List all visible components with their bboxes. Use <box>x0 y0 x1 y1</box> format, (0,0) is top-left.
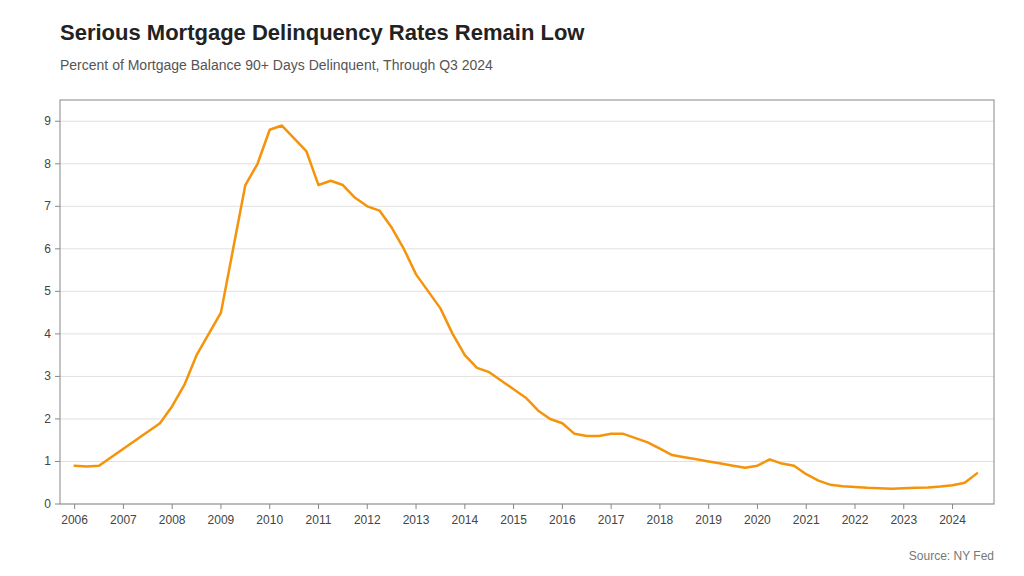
x-tick <box>806 504 807 509</box>
y-tick-label: 4 <box>44 327 51 341</box>
grid-line <box>60 206 994 207</box>
x-tick-label: 2014 <box>451 513 478 527</box>
x-tick-label: 2013 <box>403 513 430 527</box>
x-tick-label: 2006 <box>61 513 88 527</box>
y-tick <box>55 163 60 164</box>
y-tick <box>55 504 60 505</box>
grid-line <box>60 418 994 419</box>
y-tick-label: 7 <box>44 199 51 213</box>
grid-line <box>60 163 994 164</box>
x-tick-label: 2022 <box>842 513 869 527</box>
grid-line <box>60 121 994 122</box>
x-tick-label: 2009 <box>208 513 235 527</box>
y-tick-label: 5 <box>44 284 51 298</box>
title: Serious Mortgage Delinquency Rates Remai… <box>60 20 585 45</box>
x-tick <box>854 504 855 509</box>
x-tick <box>74 504 75 509</box>
x-tick <box>562 504 563 509</box>
x-tick <box>708 504 709 509</box>
x-tick <box>513 504 514 509</box>
x-tick <box>318 504 319 509</box>
x-tick-label: 2019 <box>695 513 722 527</box>
y-tick <box>55 291 60 292</box>
grid-line <box>60 333 994 334</box>
x-tick <box>220 504 221 509</box>
x-tick-label: 2008 <box>159 513 186 527</box>
chart: Serious Mortgage Delinquency Rates Remai… <box>0 0 1024 576</box>
grid-line <box>60 248 994 249</box>
y-tick-label: 8 <box>44 157 51 171</box>
x-tick <box>123 504 124 509</box>
x-tick <box>464 504 465 509</box>
y-tick-label: 9 <box>44 114 51 128</box>
x-tick <box>416 504 417 509</box>
x-tick <box>659 504 660 509</box>
y-tick <box>55 206 60 207</box>
y-tick-label: 0 <box>44 497 51 511</box>
grid-line <box>60 291 994 292</box>
y-tick <box>55 121 60 122</box>
x-tick-label: 2015 <box>500 513 527 527</box>
y-tick-label: 1 <box>44 454 51 468</box>
y-tick <box>55 248 60 249</box>
x-tick <box>172 504 173 509</box>
line <box>75 126 977 489</box>
y-tick-label: 6 <box>44 242 51 256</box>
x-tick-label: 2024 <box>939 513 966 527</box>
x-tick-label: 2018 <box>647 513 674 527</box>
x-tick <box>269 504 270 509</box>
y-tick-label: 2 <box>44 412 51 426</box>
grid-line <box>60 461 994 462</box>
x-tick-label: 2016 <box>549 513 576 527</box>
x-tick <box>903 504 904 509</box>
x-tick-label: 2017 <box>598 513 625 527</box>
y-tick <box>55 333 60 334</box>
x-tick <box>952 504 953 509</box>
y-tick <box>55 376 60 377</box>
y-tick <box>55 418 60 419</box>
grid <box>60 121 994 504</box>
x-tick-label: 2021 <box>793 513 820 527</box>
y-tick-label: 3 <box>44 369 51 383</box>
annotation: Source: NY Fed <box>909 549 994 563</box>
y-tick <box>55 461 60 462</box>
series <box>75 126 977 489</box>
plot-frame <box>60 100 994 504</box>
x-tick <box>367 504 368 509</box>
x-tick-label: 2007 <box>110 513 137 527</box>
grid-line <box>60 376 994 377</box>
x-tick <box>611 504 612 509</box>
x-tick-label: 2012 <box>354 513 381 527</box>
x-tick <box>757 504 758 509</box>
x-tick-label: 2010 <box>256 513 283 527</box>
x-tick-label: 2011 <box>306 513 332 527</box>
x-tick-label: 2020 <box>744 513 771 527</box>
subtitle: Percent of Mortgage Balance 90+ Days Del… <box>60 57 493 73</box>
x-tick-label: 2023 <box>890 513 917 527</box>
